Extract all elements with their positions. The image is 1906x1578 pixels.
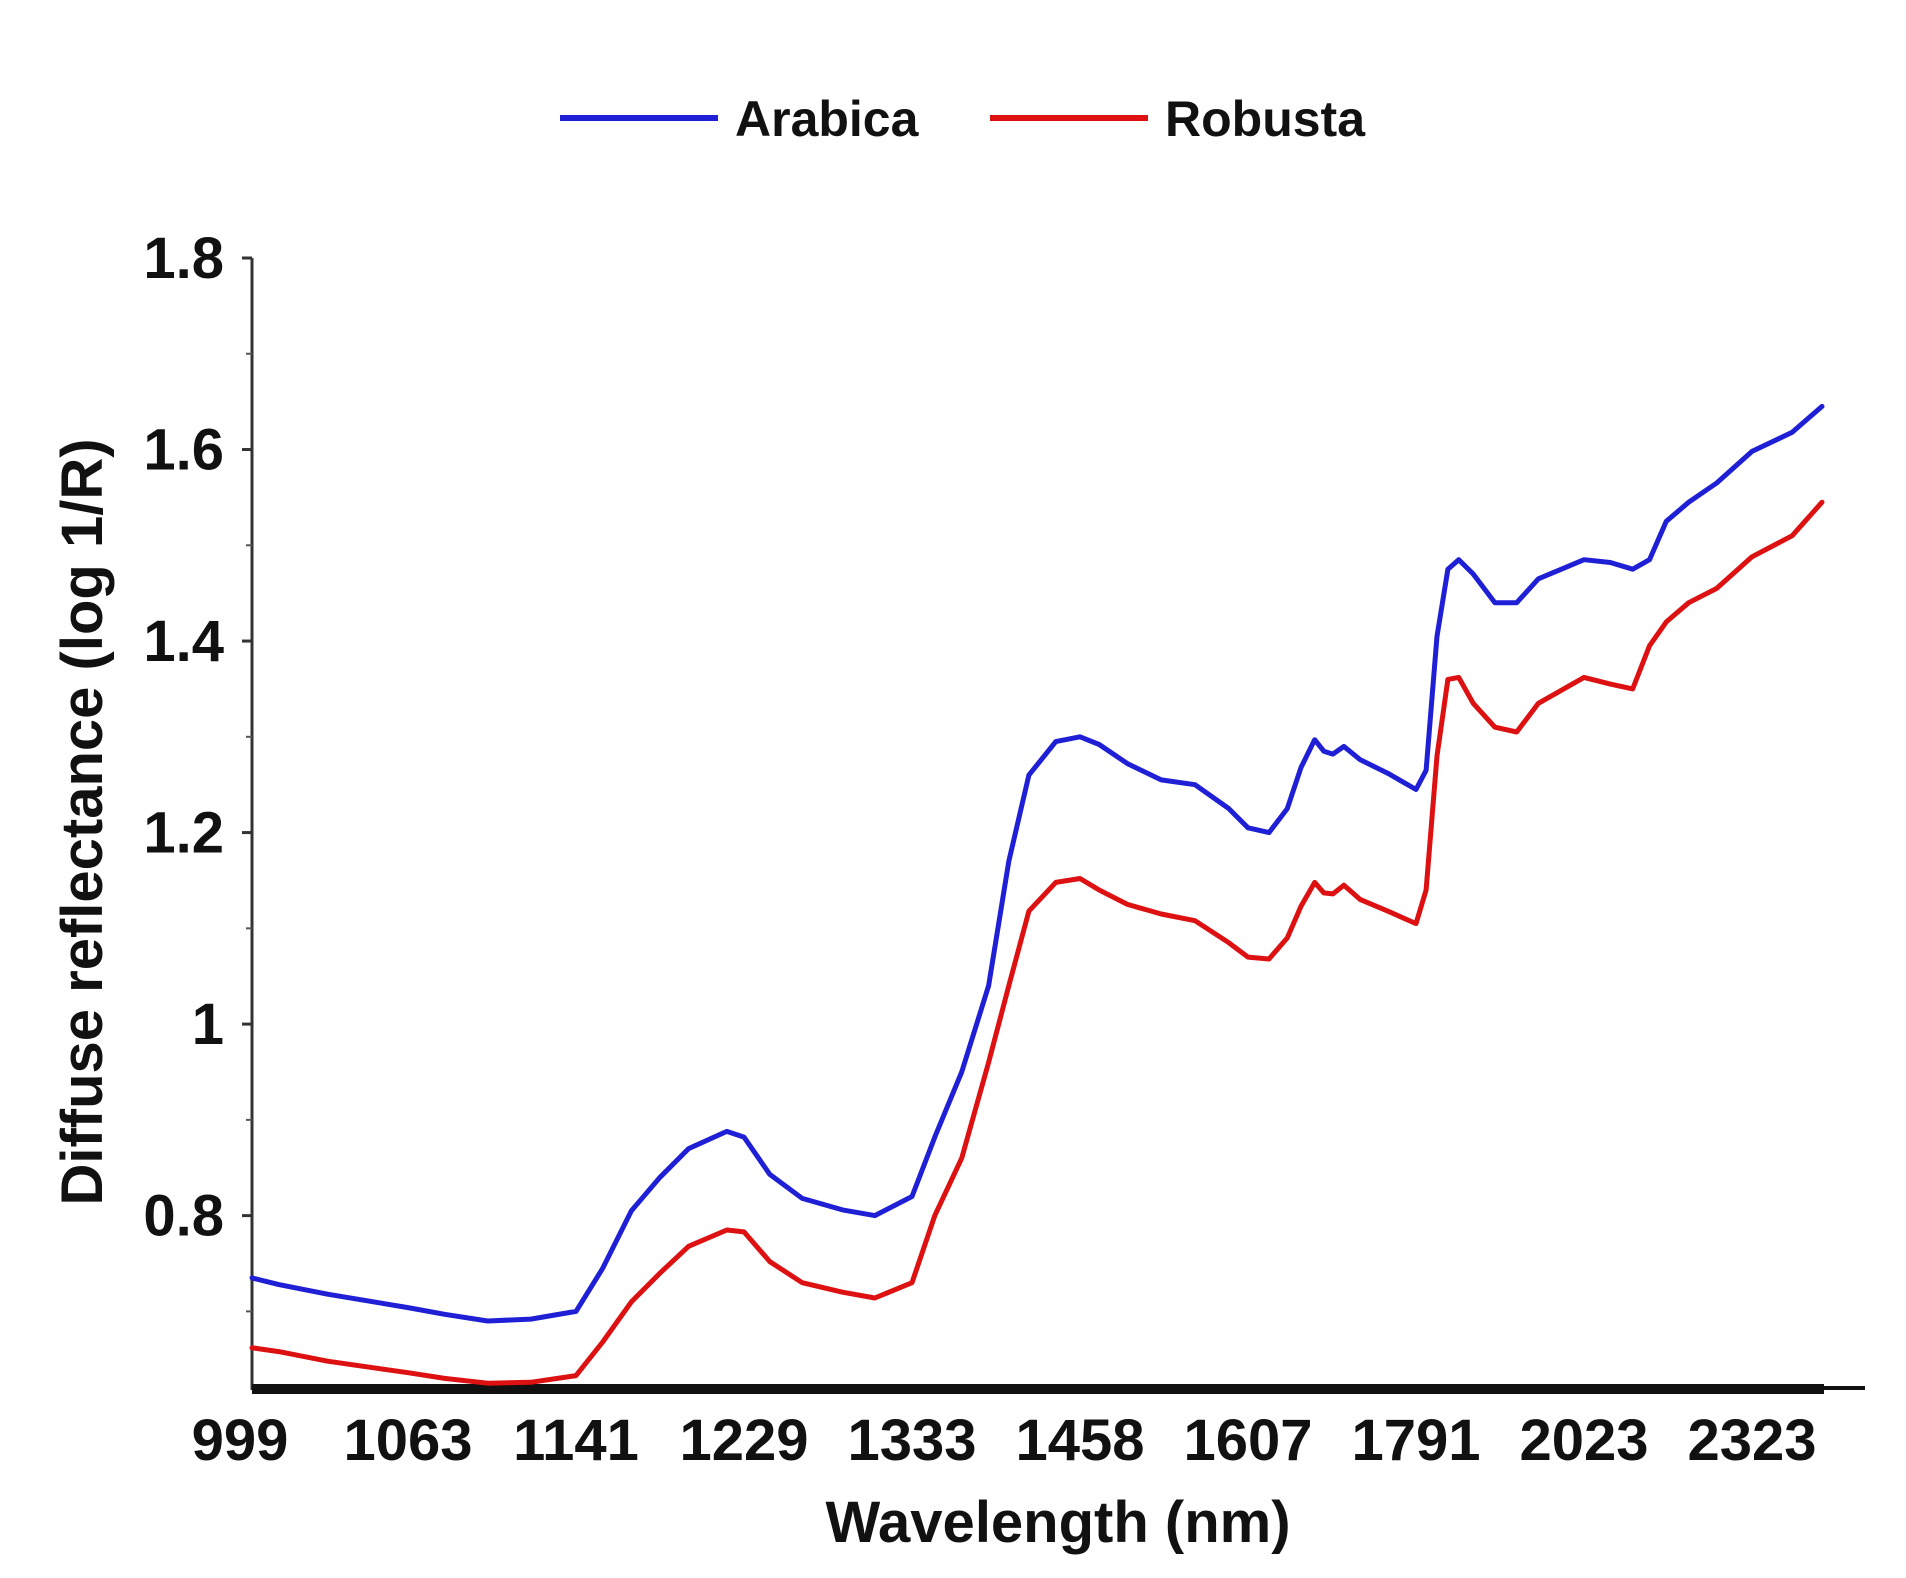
y-tick-label: 1 bbox=[192, 992, 224, 1057]
x-tick-label: 1458 bbox=[1015, 1408, 1144, 1473]
legend: Arabica Robusta bbox=[560, 91, 1366, 147]
legend-label-arabica: Arabica bbox=[735, 91, 920, 147]
series-line-arabica bbox=[249, 403, 1825, 1324]
y-tick-label: 0.8 bbox=[143, 1184, 224, 1249]
y-axis-title: Diffuse reflectance (log 1/R) bbox=[50, 438, 115, 1205]
x-tick-label: 999 bbox=[192, 1408, 289, 1473]
legend-label-robusta: Robusta bbox=[1165, 91, 1366, 147]
x-tick-label: 2323 bbox=[1687, 1408, 1816, 1473]
x-axis-bar bbox=[252, 1384, 1824, 1394]
y-tick-label: 1.2 bbox=[143, 801, 224, 866]
y-tick-label: 1.6 bbox=[143, 418, 224, 483]
y-tick-label: 1.4 bbox=[143, 609, 224, 674]
x-tick-label: 1333 bbox=[847, 1408, 976, 1473]
x-tick-labels: 999 1063 1141 1229 1333 1458 1607 1791 2023 2323 bbox=[192, 1408, 1817, 1473]
series-line-robusta bbox=[249, 499, 1825, 1386]
x-axis-title: Wavelength (nm) bbox=[825, 1490, 1290, 1555]
y-ticks: 0.8 1 1.2 1.4 1.6 1.8 bbox=[143, 226, 252, 1249]
x-tick-label: 1607 bbox=[1183, 1408, 1312, 1473]
x-tick-label: 1063 bbox=[343, 1408, 472, 1473]
series-layer bbox=[249, 403, 1825, 1386]
y-tick-label: 1.8 bbox=[143, 226, 224, 291]
axes bbox=[250, 258, 1865, 1394]
x-tick-label: 1229 bbox=[679, 1408, 808, 1473]
x-tick-label: 1791 bbox=[1351, 1408, 1480, 1473]
x-tick-label: 1141 bbox=[513, 1408, 639, 1473]
x-tick-label: 2023 bbox=[1519, 1408, 1648, 1473]
y-minor-ticks bbox=[246, 352, 252, 1313]
